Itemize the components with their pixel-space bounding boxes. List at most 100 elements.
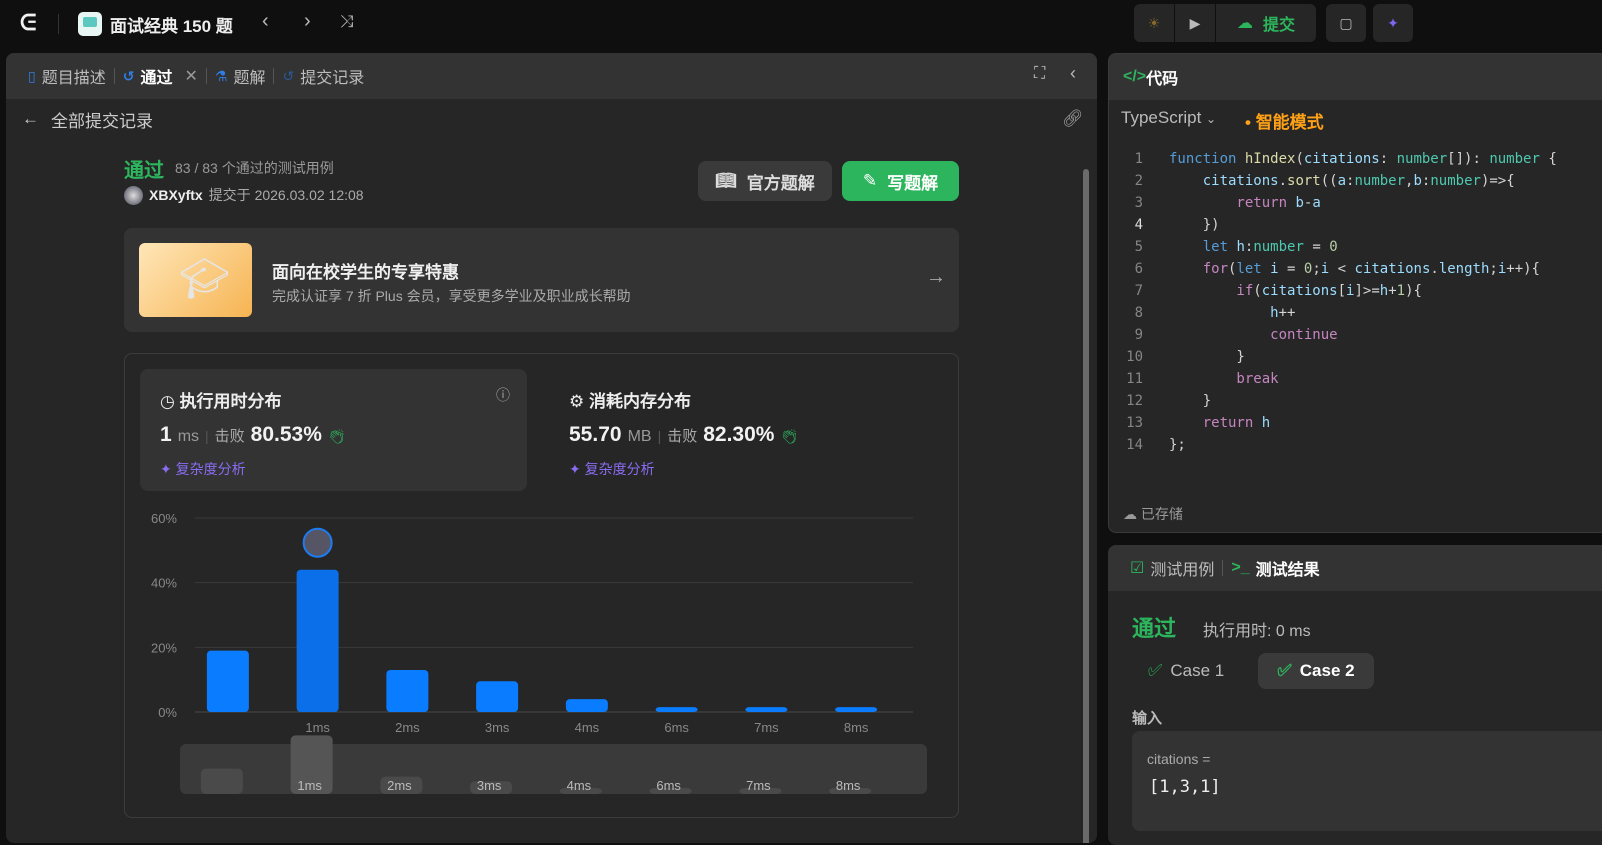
minimap-label: 4ms [567, 778, 592, 793]
check-icon: ✅︎ [1148, 661, 1163, 680]
code-icon: </> [1123, 68, 1147, 85]
code-line: 6 for(let i = 0;i < citations.length;i++… [1117, 258, 1557, 280]
code-token: a [1337, 173, 1347, 189]
line-number: 14 [1126, 437, 1143, 453]
code-token: function [1169, 151, 1245, 167]
arrow-left-icon[interactable]: ← [22, 109, 39, 128]
scrollbar[interactable] [1083, 155, 1091, 843]
code-token: number [1489, 151, 1540, 167]
beat-label: 击败 [667, 428, 698, 445]
minimap-label: 6ms [656, 778, 681, 793]
collapse-icon[interactable]: ‹ [1070, 63, 1076, 83]
tab-submissions[interactable]: ↺ 提交记录 [274, 64, 372, 88]
bar[interactable] [296, 569, 339, 712]
chip-icon: ⚙ [569, 392, 589, 411]
username[interactable]: XBXyftx [149, 187, 203, 203]
bar[interactable] [745, 707, 788, 712]
link-icon[interactable]: 🔗︎ [1062, 109, 1084, 128]
code-token: i [1270, 261, 1279, 277]
bar[interactable] [476, 681, 519, 712]
line-number: 4 [1134, 217, 1143, 233]
complexity-analysis-link[interactable]: ✦ 复杂度分析 [160, 461, 246, 477]
problem-list-title[interactable]: 面试经典 150 题 [110, 17, 233, 36]
top-bar: ᕮ 面试经典 150 题 ‹ › ⤨ ☀ ▶ ☁ 提交 ▢ ✦ [0, 0, 1602, 48]
case-2-tab[interactable]: ✅︎ Case 2 [1258, 653, 1374, 689]
code-title: 代码 [1146, 71, 1179, 88]
code-token: }; [1169, 437, 1186, 453]
code-token: h [1379, 283, 1389, 299]
flask-icon: ⚗ [214, 67, 228, 84]
tab-label: 通过 [140, 70, 173, 87]
leetcode-logo[interactable]: ᕮ [20, 10, 37, 35]
code-token: ( [1228, 261, 1237, 277]
shuffle-icon[interactable]: ⤨ [340, 12, 354, 31]
promo-banner[interactable]: 🎓︎ 面向在校学生的专享特惠 完成认证享 7 折 Plus 会员，享受更多学业及… [124, 228, 959, 332]
code-line: 14}; [1117, 434, 1557, 456]
tab-testcases[interactable]: ☑ 测试用例 [1130, 560, 1215, 579]
bar[interactable] [565, 699, 608, 712]
bar[interactable] [206, 650, 249, 712]
case-1-tab[interactable]: ✅︎ Case 1 [1148, 661, 1225, 680]
note-button[interactable]: ▢ [1326, 4, 1366, 42]
code-token: number [1430, 173, 1481, 189]
fullscreen-icon[interactable]: ⛶ [1034, 65, 1046, 82]
memory-stat[interactable]: ⚙ 消耗内存分布 55.70 MB | 击败 82.30% 👏︎ ✦ 复杂度分析 [559, 369, 946, 491]
code-token: a [1312, 195, 1321, 211]
language-select[interactable]: TypeScript ⌄ [1121, 108, 1217, 127]
code-token: return [1169, 195, 1296, 211]
tab-description[interactable]: ▯ 题目描述 [20, 64, 114, 88]
avatar [124, 185, 143, 205]
line-number: 13 [1126, 415, 1143, 431]
code-token: = [1278, 261, 1304, 277]
runtime-stat[interactable]: ◷ 执行用时分布 ⓘ 1 ms | 击败 80.53% 👏︎ ✦ 复杂度分析 [140, 369, 527, 491]
tab-test-results[interactable]: >_ 测试结果 [1231, 559, 1320, 579]
chart-range-slider[interactable] [180, 744, 927, 794]
y-tick-label: 60% [151, 511, 177, 526]
code-token: : [1421, 173, 1431, 189]
line-number: 8 [1134, 305, 1143, 321]
info-icon[interactable]: ⓘ [496, 387, 510, 403]
prev-problem-icon[interactable]: ‹ [262, 10, 269, 32]
ai-assistant-button[interactable]: ✦ [1373, 4, 1413, 42]
input-label: 输入 [1132, 710, 1163, 727]
code-token: citations [1354, 261, 1431, 277]
bar[interactable] [655, 707, 698, 712]
all-submissions-link[interactable]: 全部提交记录 [51, 111, 153, 131]
code-token: h [1169, 305, 1279, 321]
code-token: < [1329, 261, 1355, 277]
complexity-analysis-link[interactable]: ✦ 复杂度分析 [569, 461, 655, 477]
bar[interactable] [386, 669, 429, 712]
back-bar: ← 全部提交记录 🔗︎ [6, 99, 1097, 139]
close-tab-icon[interactable]: ✕ [184, 68, 198, 85]
check-icon: ✅︎ [1277, 661, 1292, 680]
code-token: continue [1169, 327, 1338, 343]
performance-card: ◷ 执行用时分布 ⓘ 1 ms | 击败 80.53% 👏︎ ✦ 复杂度分析 ⚙ 消耗… [124, 353, 959, 818]
official-solution-button[interactable]: 📖︎ 官方题解 [698, 161, 832, 201]
runtime-beat: 80.53% [250, 423, 322, 446]
smart-mode-toggle[interactable]: • 智能模式 [1245, 113, 1324, 132]
code-line: 9 continue [1117, 324, 1557, 346]
run-button[interactable]: ▶ [1175, 4, 1215, 42]
runtime-unit: ms [177, 428, 200, 445]
x-tick-label: 3ms [485, 720, 510, 735]
tab-solutions[interactable]: ⚗ 题解 [207, 64, 274, 88]
bug-icon: ☀ [1147, 14, 1161, 31]
bar[interactable] [835, 707, 878, 712]
code-line: 4 }) [1117, 214, 1557, 236]
sparkle-icon: ✦ [160, 461, 176, 477]
code-token: hIndex [1244, 151, 1296, 167]
line-number: 9 [1134, 327, 1143, 343]
submit-button[interactable]: ☁ 提交 [1216, 4, 1316, 42]
next-problem-icon[interactable]: › [304, 10, 311, 32]
promo-subtitle: 完成认证享 7 折 Plus 会员，享受更多学业及职业成长帮助 [272, 288, 631, 304]
submitted-time: 提交于 2026.03.02 12:08 [208, 187, 364, 203]
x-tick-label: 4ms [575, 720, 600, 735]
write-solution-button[interactable]: ✎ 写题解 [842, 161, 959, 201]
runtime-distribution-chart[interactable]: 0% 20% 40% 60% 1ms 1ms 2ms 2ms 3ms 3ms 4ms 4ms 6ms 6m… [125, 494, 960, 814]
code-editor[interactable]: 1 function hIndex(citations: number[]): n… [1117, 148, 1557, 456]
debug-button[interactable]: ☀ [1134, 4, 1174, 42]
code-token: ++ [1278, 305, 1296, 321]
tab-accepted[interactable]: ↺ 通过 ✕ [115, 64, 206, 88]
problem-list-icon[interactable] [78, 12, 102, 36]
line-number: 12 [1126, 393, 1143, 409]
